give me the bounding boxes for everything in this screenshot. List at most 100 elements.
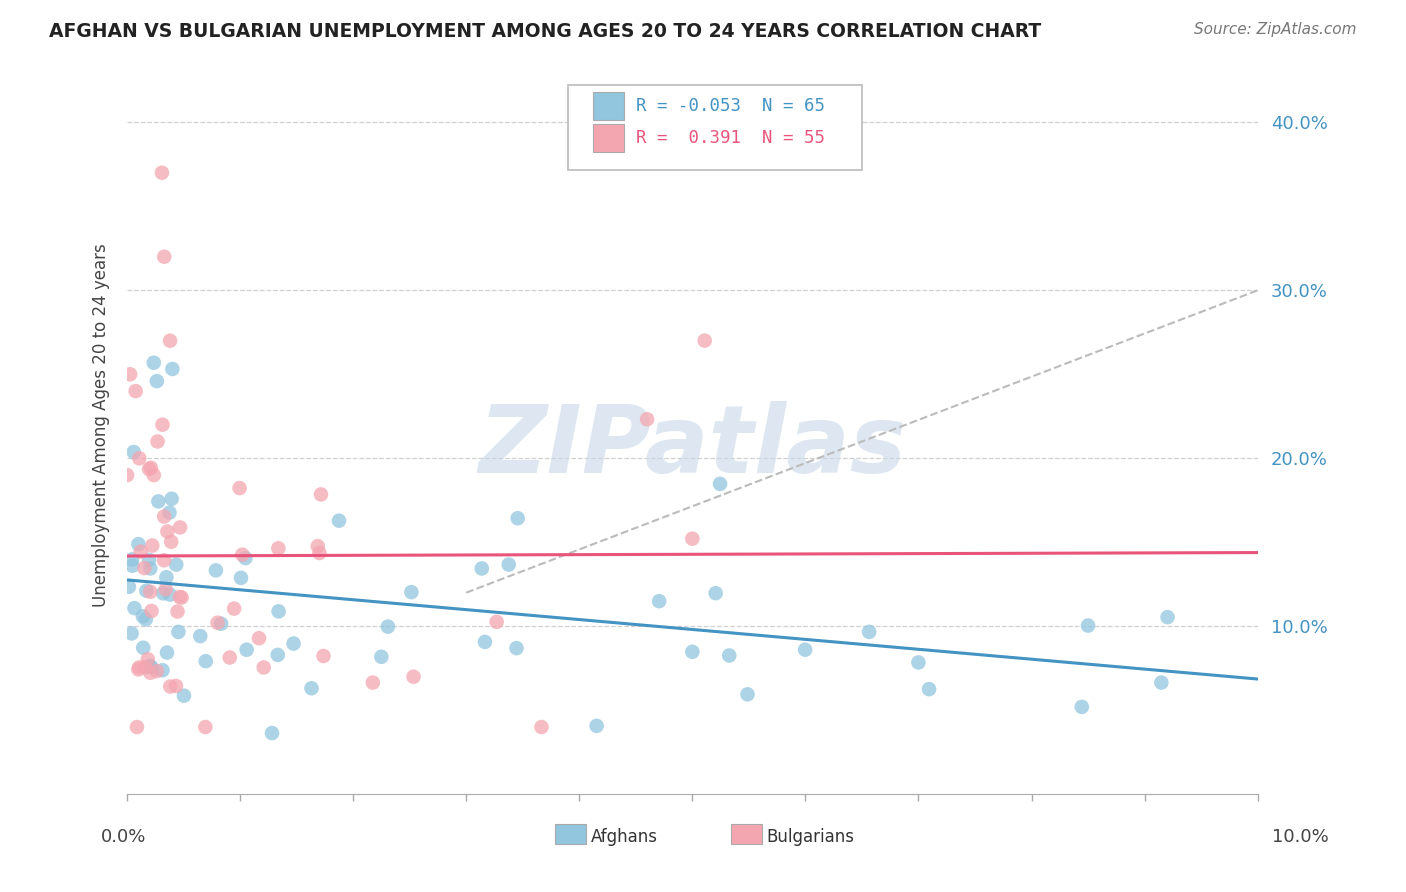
Point — [156, 646, 179, 660]
Text: R =  0.391  N = 55: R = 0.391 N = 55 — [636, 128, 825, 146]
Point — [121, 552, 143, 566]
Point — [139, 659, 162, 673]
Point — [139, 561, 162, 575]
Point — [152, 417, 174, 432]
Point — [135, 612, 157, 626]
Point — [136, 652, 159, 666]
Point — [125, 720, 148, 734]
FancyBboxPatch shape — [568, 85, 862, 169]
Point — [224, 601, 246, 615]
Point — [267, 541, 290, 556]
Point — [401, 585, 423, 599]
Point — [167, 624, 190, 639]
Point — [235, 642, 257, 657]
Point — [142, 468, 165, 483]
Point — [328, 514, 350, 528]
Point — [918, 682, 941, 697]
Point — [127, 662, 149, 676]
Point — [115, 468, 138, 483]
Point — [530, 720, 553, 734]
Point — [118, 580, 141, 594]
Point — [170, 591, 193, 605]
Point — [156, 524, 179, 539]
Point — [128, 451, 150, 466]
Point — [377, 619, 399, 633]
Point — [681, 645, 703, 659]
Point — [1070, 699, 1092, 714]
Point — [267, 648, 290, 662]
Point — [152, 663, 174, 677]
Point — [159, 588, 181, 602]
Text: 10.0%: 10.0% — [1272, 828, 1329, 846]
Point — [474, 635, 496, 649]
Point — [188, 629, 211, 643]
Point — [693, 334, 716, 348]
Text: Bulgarians: Bulgarians — [766, 828, 855, 846]
Point — [229, 571, 252, 585]
Point — [155, 582, 177, 597]
Point — [153, 509, 176, 524]
Point — [308, 546, 330, 560]
Point — [146, 434, 169, 449]
Point — [120, 368, 142, 382]
Point — [141, 604, 163, 618]
Point — [139, 584, 162, 599]
Point — [636, 412, 658, 426]
Point — [159, 506, 181, 520]
Point — [146, 374, 169, 388]
Point — [132, 609, 155, 624]
Point — [134, 660, 156, 674]
Point — [159, 334, 181, 348]
Text: ZIPatlas: ZIPatlas — [478, 401, 907, 493]
Point — [138, 553, 160, 567]
Point — [209, 616, 232, 631]
Point — [148, 494, 170, 508]
Point — [402, 670, 425, 684]
Point — [166, 605, 188, 619]
Point — [132, 640, 155, 655]
Point — [159, 680, 181, 694]
Point — [361, 675, 384, 690]
Point — [218, 650, 240, 665]
Point — [1156, 610, 1178, 624]
Point — [485, 615, 508, 629]
Point — [228, 481, 250, 495]
Point — [681, 532, 703, 546]
Point — [169, 590, 191, 604]
Point — [141, 539, 163, 553]
Point — [121, 626, 143, 640]
Point — [471, 561, 494, 575]
Point — [267, 604, 290, 618]
Point — [141, 660, 163, 674]
Point — [124, 384, 146, 398]
Point — [709, 476, 731, 491]
Point — [231, 548, 253, 562]
Point — [165, 558, 187, 572]
Point — [648, 594, 671, 608]
Point — [194, 720, 217, 734]
Point — [737, 687, 759, 701]
Point — [145, 664, 167, 678]
Point — [794, 642, 817, 657]
Point — [124, 601, 146, 615]
Point — [150, 166, 173, 180]
Bar — [593, 92, 624, 120]
Point — [152, 586, 174, 600]
Point — [260, 726, 283, 740]
Point — [247, 631, 270, 645]
Point — [122, 445, 145, 459]
Point — [194, 654, 217, 668]
Point — [134, 561, 156, 575]
Text: 0.0%: 0.0% — [101, 828, 146, 846]
Text: AFGHAN VS BULGARIAN UNEMPLOYMENT AMONG AGES 20 TO 24 YEARS CORRELATION CHART: AFGHAN VS BULGARIAN UNEMPLOYMENT AMONG A… — [49, 22, 1042, 41]
Point — [253, 660, 276, 674]
Point — [1077, 618, 1099, 632]
Point — [207, 615, 229, 630]
Point — [155, 570, 177, 584]
Point — [139, 665, 162, 680]
Text: Afghans: Afghans — [591, 828, 658, 846]
Text: Source: ZipAtlas.com: Source: ZipAtlas.com — [1194, 22, 1357, 37]
Point — [307, 539, 329, 553]
Point — [127, 537, 149, 551]
Point — [142, 356, 165, 370]
